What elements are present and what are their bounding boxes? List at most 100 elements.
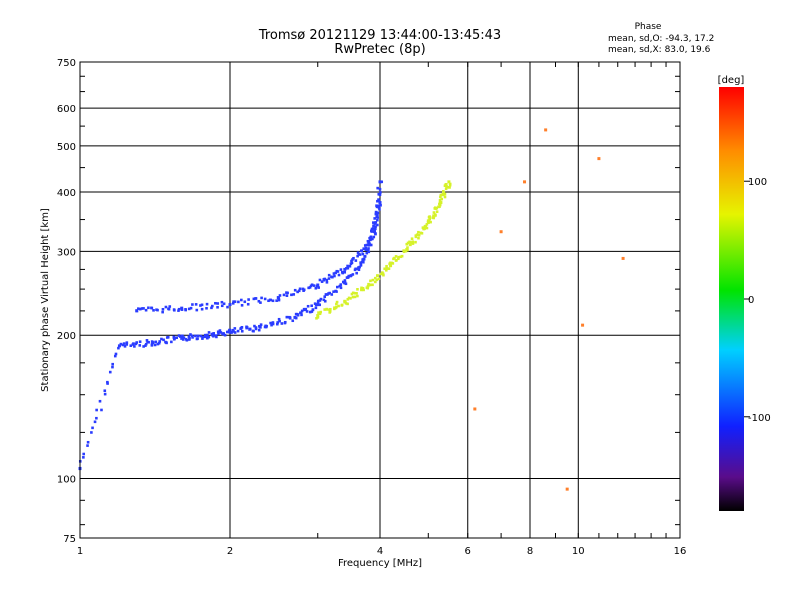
data-point xyxy=(397,255,401,259)
data-point xyxy=(336,285,339,289)
data-point xyxy=(421,226,425,229)
data-point xyxy=(212,332,215,335)
data-point xyxy=(371,278,375,282)
y-tick-label: 100 xyxy=(57,475,76,486)
data-point xyxy=(360,288,363,292)
data-point xyxy=(240,298,243,302)
data-point xyxy=(443,192,447,196)
data-point xyxy=(354,267,357,271)
data-point xyxy=(291,319,295,323)
data-point xyxy=(355,271,358,275)
data-point xyxy=(444,182,448,186)
data-point xyxy=(91,426,94,430)
series-group xyxy=(473,128,625,491)
data-point xyxy=(323,299,327,303)
data-point xyxy=(349,262,353,266)
data-point xyxy=(356,254,359,258)
data-point xyxy=(114,352,118,356)
data-point xyxy=(327,273,331,277)
data-point xyxy=(356,288,359,291)
data-point xyxy=(376,186,379,190)
data-point xyxy=(353,295,357,299)
data-point xyxy=(364,248,368,252)
data-point xyxy=(288,316,292,319)
data-point xyxy=(350,259,353,263)
data-point xyxy=(306,304,310,308)
data-point xyxy=(276,321,280,324)
data-point xyxy=(151,341,155,345)
data-point xyxy=(222,333,226,336)
data-point xyxy=(371,237,374,241)
data-point xyxy=(161,307,165,311)
data-point xyxy=(438,198,442,202)
data-point xyxy=(203,333,207,337)
data-point xyxy=(205,302,209,306)
data-point xyxy=(166,335,170,339)
data-point xyxy=(271,321,275,324)
data-point xyxy=(191,303,194,306)
data-point xyxy=(269,321,272,325)
data-point xyxy=(316,299,320,303)
data-point xyxy=(158,340,162,343)
data-point xyxy=(138,344,142,347)
data-point xyxy=(397,257,400,261)
data-point xyxy=(346,266,350,270)
data-point xyxy=(285,294,289,297)
data-point xyxy=(228,330,232,334)
data-point xyxy=(254,327,258,331)
data-point xyxy=(565,487,569,491)
data-point xyxy=(349,297,352,300)
data-point xyxy=(231,328,234,332)
data-point xyxy=(297,289,301,293)
data-point xyxy=(254,326,258,329)
data-point xyxy=(377,204,381,208)
data-point xyxy=(103,389,107,393)
data-point xyxy=(298,287,302,291)
data-point xyxy=(111,365,114,369)
data-point xyxy=(319,297,323,301)
data-point xyxy=(335,302,338,306)
data-point xyxy=(82,456,85,459)
data-point xyxy=(285,315,289,319)
data-point xyxy=(343,279,347,282)
data-point xyxy=(378,180,382,184)
data-point xyxy=(373,217,376,220)
data-point xyxy=(405,242,409,246)
data-point xyxy=(393,256,396,260)
data-point xyxy=(343,270,347,274)
y-axis-label: Stationary phase Virtual Height [km] xyxy=(40,208,51,392)
data-point xyxy=(325,280,329,284)
data-point xyxy=(177,309,180,312)
data-point xyxy=(374,221,378,224)
data-point xyxy=(366,248,370,252)
data-point xyxy=(328,310,332,313)
data-point xyxy=(443,195,447,199)
data-point xyxy=(185,338,189,342)
x-tick-label: 6 xyxy=(465,546,471,557)
y-tick-label: 500 xyxy=(57,142,76,153)
data-point xyxy=(385,267,389,270)
data-point xyxy=(144,342,148,346)
data-point xyxy=(358,253,362,256)
data-point xyxy=(140,307,144,310)
data-point xyxy=(323,295,327,298)
data-point xyxy=(316,316,320,319)
data-point xyxy=(205,333,209,337)
data-point xyxy=(215,335,218,339)
data-point xyxy=(360,249,364,253)
data-point xyxy=(438,203,442,207)
data-point xyxy=(177,334,181,337)
data-point xyxy=(122,342,126,345)
data-point xyxy=(335,305,338,309)
data-point xyxy=(374,276,377,280)
data-point xyxy=(523,180,527,184)
data-point xyxy=(444,187,448,191)
data-point xyxy=(173,308,176,312)
data-point xyxy=(325,278,329,282)
phase-info-title: Phase xyxy=(635,22,662,32)
data-point xyxy=(376,216,379,219)
data-point xyxy=(323,277,327,281)
data-point xyxy=(276,322,279,326)
data-point xyxy=(228,303,232,307)
data-point xyxy=(251,329,255,333)
